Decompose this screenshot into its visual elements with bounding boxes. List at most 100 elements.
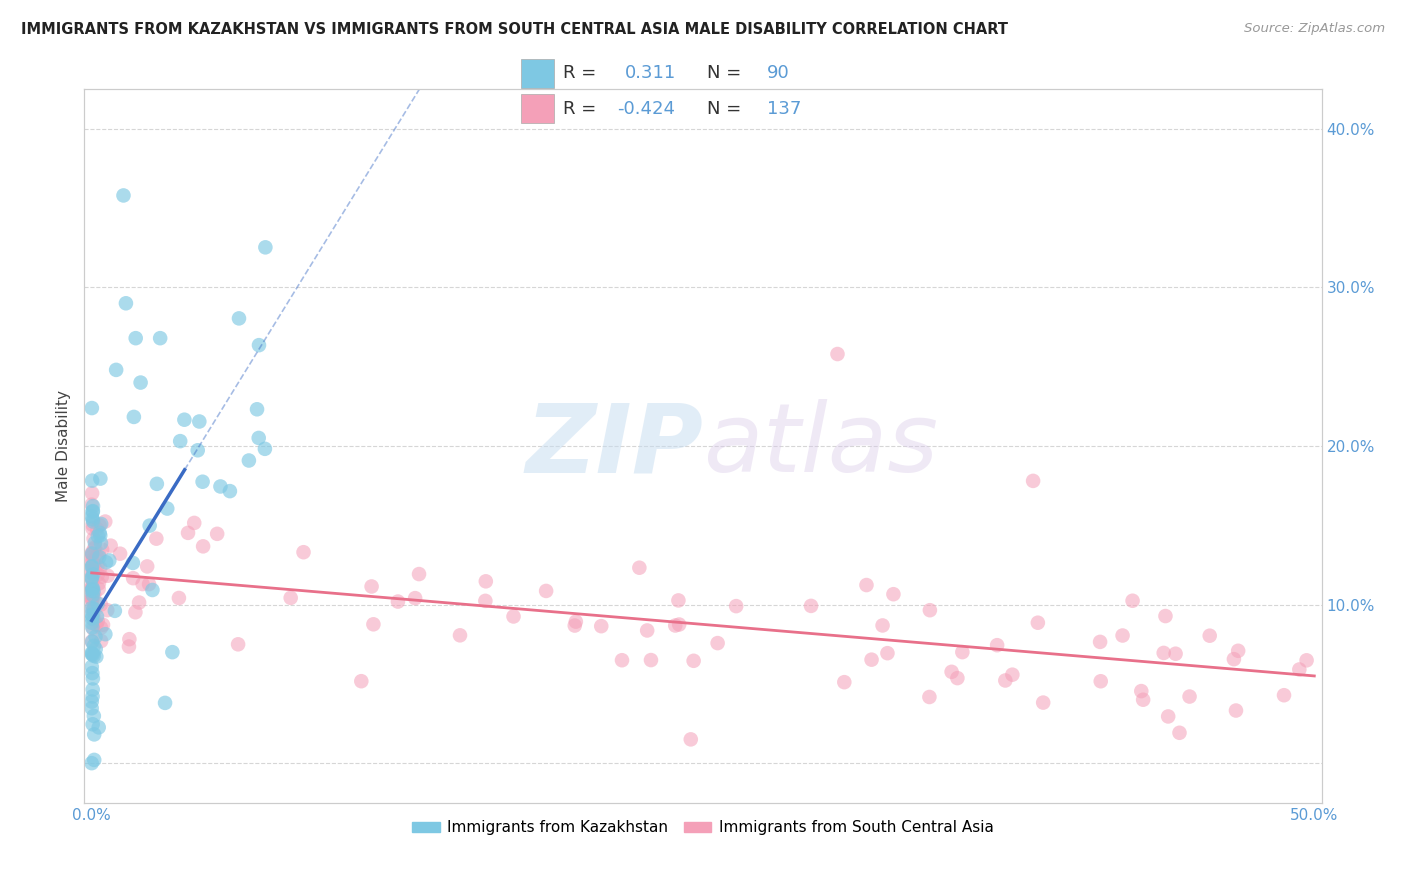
Point xyxy=(80,601,103,615)
Point xyxy=(80,583,103,598)
Point xyxy=(87,614,110,628)
Point xyxy=(80,589,103,603)
Point xyxy=(187,443,209,458)
Point xyxy=(946,671,969,685)
Point xyxy=(90,621,112,635)
Point xyxy=(1001,667,1024,681)
Point xyxy=(169,434,191,449)
Point xyxy=(80,566,103,580)
Text: atlas: atlas xyxy=(703,400,938,492)
Point xyxy=(89,472,111,486)
Point xyxy=(82,504,104,518)
Point xyxy=(80,615,103,630)
Point xyxy=(827,347,849,361)
Point xyxy=(82,474,104,488)
Point xyxy=(82,559,104,574)
Point xyxy=(834,675,856,690)
Point xyxy=(534,583,557,598)
Point xyxy=(219,484,242,499)
Point xyxy=(876,646,898,660)
Point xyxy=(80,607,103,622)
Point xyxy=(82,565,104,579)
Point xyxy=(725,599,748,614)
Point xyxy=(80,582,103,597)
Point xyxy=(80,647,103,661)
Point xyxy=(83,536,105,550)
Point xyxy=(292,545,315,559)
Point xyxy=(1032,696,1054,710)
Point xyxy=(82,584,104,599)
Point xyxy=(80,581,103,595)
Point xyxy=(104,604,127,618)
Point xyxy=(82,504,104,518)
Point xyxy=(1132,692,1154,706)
Point xyxy=(90,516,112,531)
Point xyxy=(83,648,105,663)
Point xyxy=(1198,629,1220,643)
Point xyxy=(191,540,214,554)
Point xyxy=(80,634,103,648)
Point xyxy=(247,431,270,445)
Point xyxy=(80,547,103,561)
Point xyxy=(363,617,385,632)
Point xyxy=(89,525,111,540)
Point xyxy=(138,577,160,591)
Text: 137: 137 xyxy=(766,100,801,118)
Point xyxy=(122,556,145,570)
Point xyxy=(91,617,114,632)
Point xyxy=(177,525,200,540)
Point xyxy=(80,401,103,415)
Point xyxy=(122,409,145,424)
Point xyxy=(141,582,163,597)
Point xyxy=(112,188,135,202)
Point xyxy=(280,591,302,605)
Point xyxy=(97,568,120,582)
Point xyxy=(82,515,104,529)
Point xyxy=(84,630,107,644)
Bar xyxy=(520,59,554,87)
Point xyxy=(80,571,103,585)
Point xyxy=(1088,635,1111,649)
Point xyxy=(83,753,105,767)
Point xyxy=(404,591,426,606)
Point xyxy=(118,632,141,647)
Point xyxy=(173,413,195,427)
Point xyxy=(82,558,104,573)
Point xyxy=(83,639,105,653)
Point xyxy=(89,528,111,542)
Point xyxy=(129,376,152,390)
Point xyxy=(122,571,145,585)
Point xyxy=(89,518,111,533)
Point xyxy=(941,665,963,679)
Point xyxy=(855,578,877,592)
Point xyxy=(136,559,159,574)
Point xyxy=(475,574,498,589)
Point xyxy=(80,572,103,586)
Point xyxy=(80,546,103,560)
Point xyxy=(115,296,138,310)
Point xyxy=(100,539,122,553)
Point xyxy=(131,577,153,591)
Point xyxy=(87,547,110,561)
Point xyxy=(882,587,904,601)
Point xyxy=(82,620,104,634)
Point xyxy=(96,603,118,617)
Point xyxy=(105,363,128,377)
Point xyxy=(502,609,524,624)
Point xyxy=(156,501,179,516)
Point xyxy=(83,709,105,723)
Point xyxy=(82,517,104,532)
Point xyxy=(145,532,167,546)
Point xyxy=(860,653,883,667)
Point xyxy=(80,591,103,606)
Point xyxy=(1090,674,1112,689)
Point xyxy=(84,561,107,575)
Point xyxy=(146,476,169,491)
Point xyxy=(253,442,276,456)
Point xyxy=(82,666,104,681)
Point xyxy=(82,590,104,604)
Point xyxy=(387,594,409,608)
Point xyxy=(474,594,496,608)
Text: ZIP: ZIP xyxy=(524,400,703,492)
Point xyxy=(80,598,103,612)
